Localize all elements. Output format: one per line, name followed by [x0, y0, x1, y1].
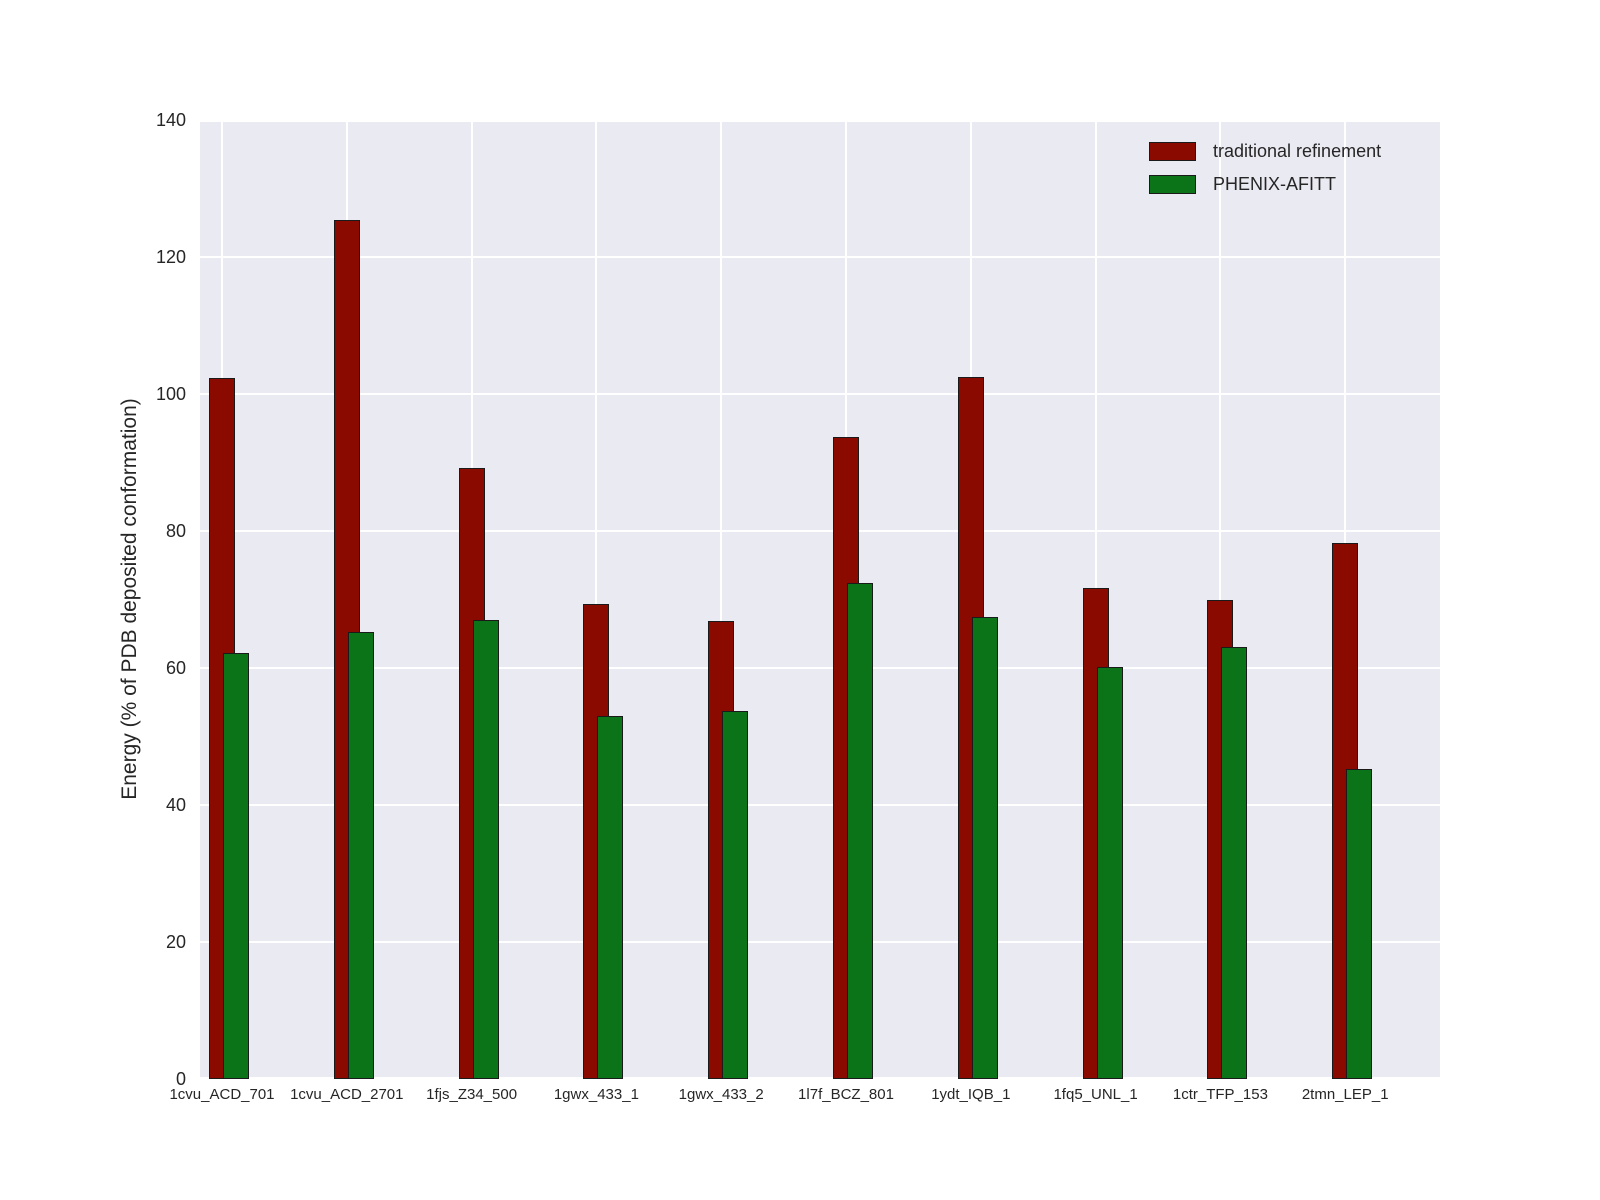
- bar-afitt-1gwx_433_2: [722, 711, 749, 1079]
- bar-afitt-1cvu_ACD_701: [223, 652, 249, 1079]
- y-tick-label-0: 0: [175, 1069, 186, 1089]
- bar-afitt-1l7f_BCZ_801: [847, 583, 873, 1079]
- plot-area: [200, 120, 1440, 1079]
- gridline-y-60: [200, 667, 1440, 669]
- x-tick-label-1gwx_433_2: 1gwx_433_2: [678, 1086, 764, 1103]
- x-tick-label-1cvu_ACD_2701: 1cvu_ACD_2701: [290, 1086, 404, 1103]
- x-tick-label-1ctr_TFP_153: 1ctr_TFP_153: [1172, 1086, 1268, 1103]
- x-tick-label-1fq5_UNL_1: 1fq5_UNL_1: [1053, 1086, 1138, 1103]
- gridline-x-1ctr_TFP_153: [1219, 120, 1222, 1079]
- y-axis-label: Energy (% of PDB deposited conformation): [118, 398, 141, 800]
- legend-item-phenix-afitt: PHENIX-AFITT: [1149, 173, 1381, 195]
- y-tick-label-40: 40: [165, 795, 186, 815]
- gridline-y-140: [200, 120, 1440, 122]
- bar-afitt-1ctr_TFP_153: [1221, 647, 1248, 1079]
- y-tick-label-20: 20: [165, 932, 186, 952]
- y-tick-label-100: 100: [155, 384, 186, 404]
- y-tick-label-140: 140: [155, 110, 186, 130]
- x-tick-label-1gwx_433_1: 1gwx_433_1: [553, 1086, 639, 1103]
- legend-item-traditional-refinement: traditional refinement: [1149, 140, 1381, 162]
- legend-swatch-traditional-refinement: [1149, 141, 1196, 161]
- bar-afitt-1fq5_UNL_1: [1096, 666, 1123, 1079]
- legend: traditional refinement PHENIX-AFITT: [1149, 140, 1381, 206]
- gridline-y-20: [200, 941, 1440, 943]
- bar-afitt-1ydt_IQB_1: [971, 616, 998, 1079]
- gridline-y-100: [200, 393, 1440, 395]
- legend-label-traditional-refinement: traditional refinement: [1213, 141, 1382, 161]
- gridline-x-1gwx_433_2: [720, 120, 723, 1079]
- y-tick-label-80: 80: [165, 521, 186, 541]
- gridline-x-1gwx_433_1: [595, 120, 598, 1079]
- legend-label-phenix-afitt: PHENIX-AFITT: [1213, 174, 1337, 194]
- gridline-y-0: [200, 1077, 1440, 1079]
- gridline-y-120: [200, 256, 1440, 258]
- x-tick-label-2tmn_LEP_1: 2tmn_LEP_1: [1301, 1086, 1389, 1103]
- legend-swatch-phenix-afitt: [1149, 174, 1196, 194]
- y-tick-label-120: 120: [155, 247, 186, 267]
- bar-afitt-1fjs_Z34_500: [472, 620, 499, 1079]
- x-tick-label-1cvu_ACD_701: 1cvu_ACD_701: [169, 1086, 275, 1103]
- x-tick-label-1fjs_Z34_500: 1fjs_Z34_500: [426, 1086, 518, 1103]
- bar-afitt-2tmn_LEP_1: [1346, 769, 1373, 1079]
- bar-afitt-1gwx_433_1: [597, 715, 624, 1079]
- gridline-y-80: [200, 530, 1440, 532]
- y-tick-label-60: 60: [165, 658, 186, 678]
- x-tick-label-1l7f_BCZ_801: 1l7f_BCZ_801: [798, 1086, 894, 1103]
- bar-afitt-1cvu_ACD_2701: [347, 632, 374, 1079]
- gridline-y-40: [200, 804, 1440, 806]
- x-tick-label-1ydt_IQB_1: 1ydt_IQB_1: [931, 1086, 1011, 1103]
